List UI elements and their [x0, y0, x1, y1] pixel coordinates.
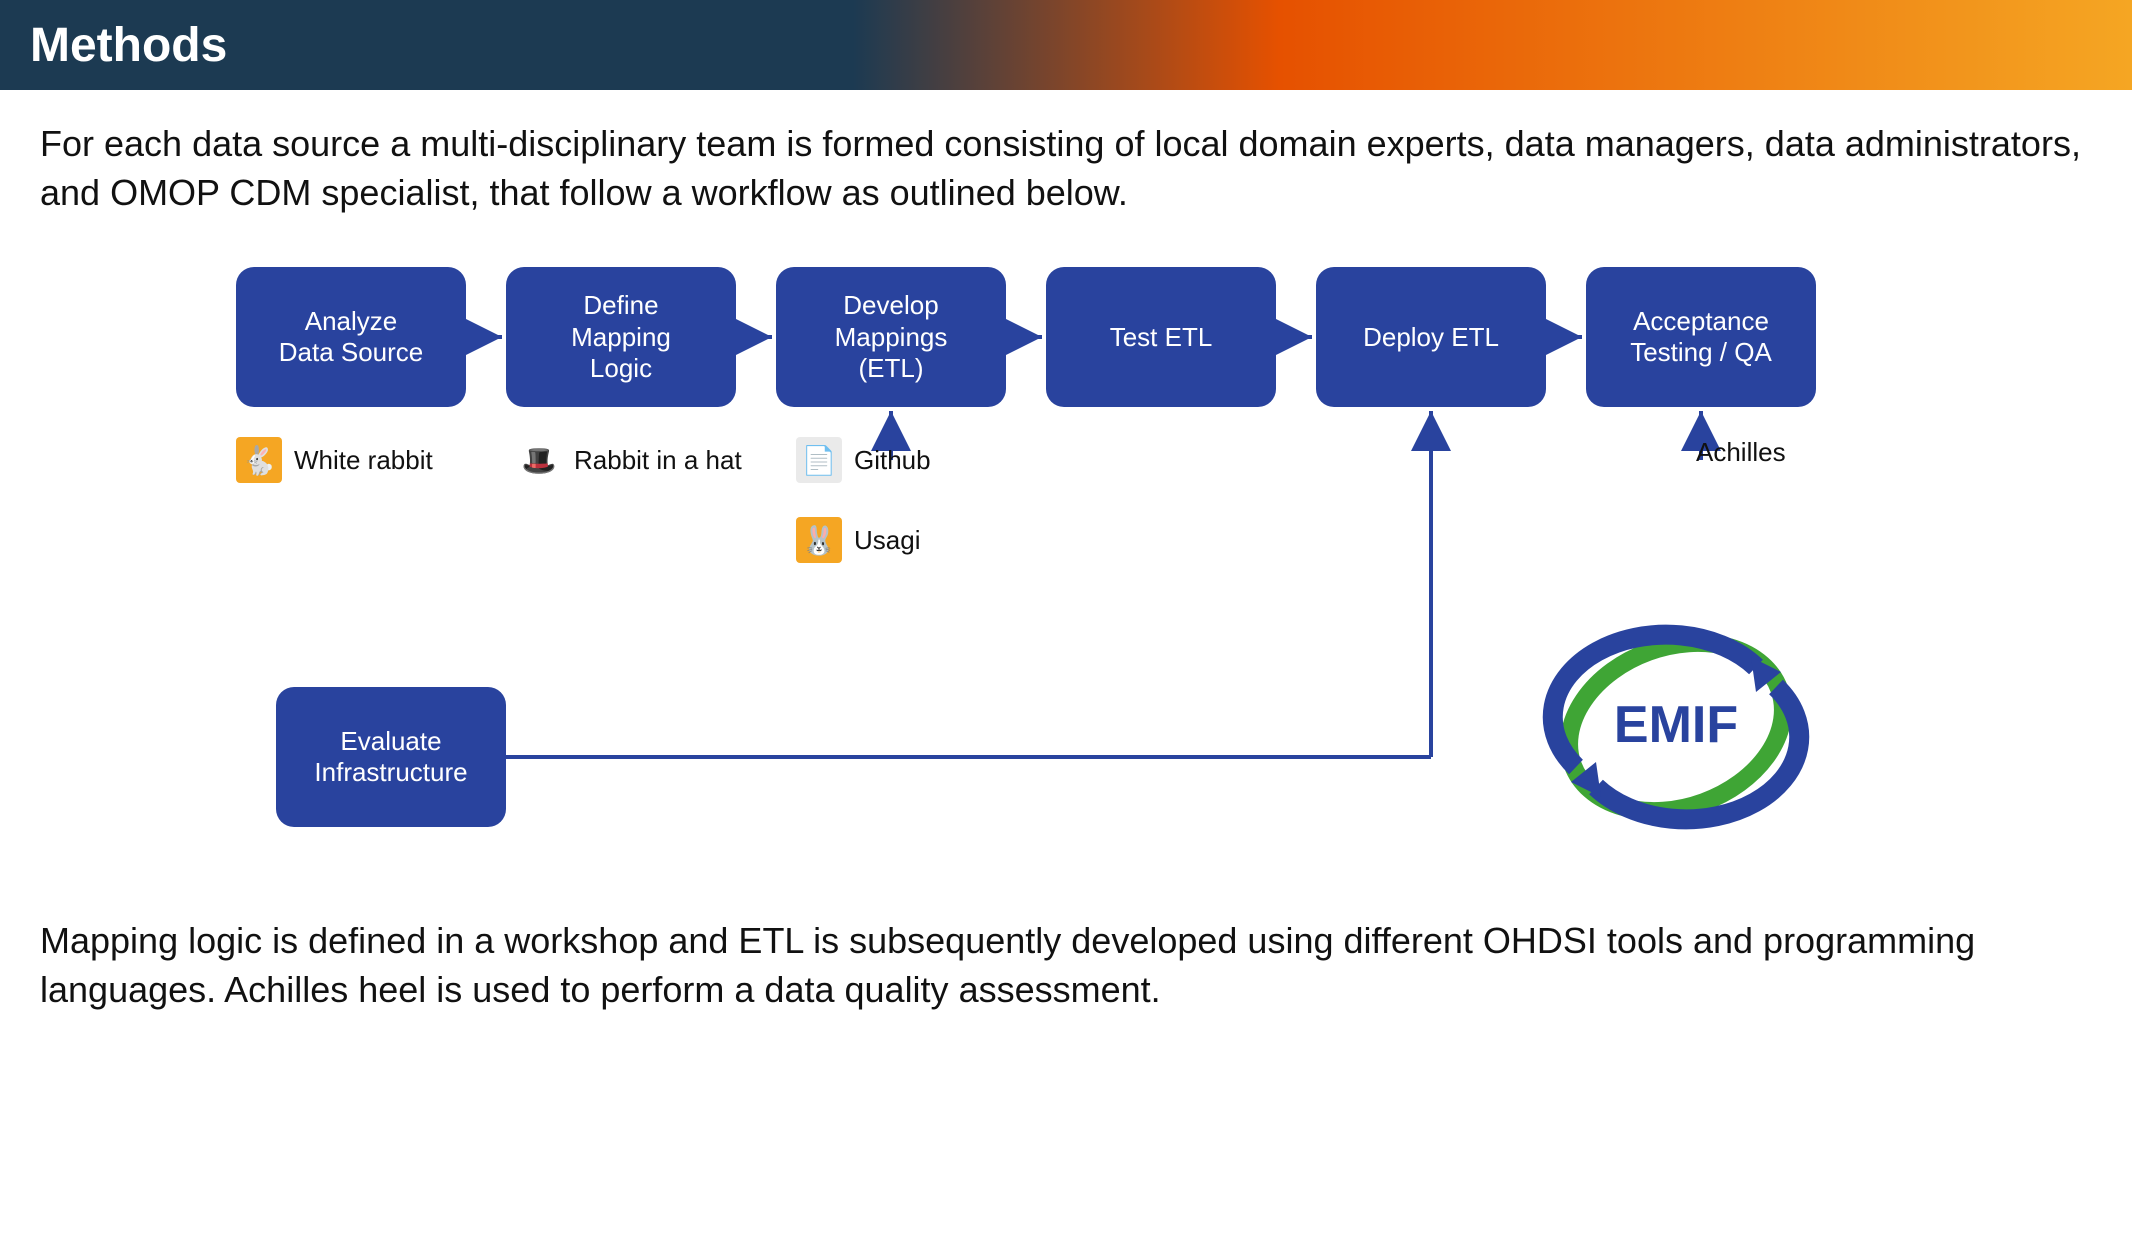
achilles-label: Achilles [1696, 437, 1786, 468]
flow-node-analyze: AnalyzeData Source [236, 267, 466, 407]
github-icon: 📄 [796, 437, 842, 483]
github-label: Github [854, 445, 931, 476]
usagi-label: Usagi [854, 525, 920, 556]
tool-whiterabbit: 🐇 White rabbit [236, 437, 433, 483]
tool-achilles: Achilles [1696, 437, 1786, 468]
rabbithat-label: Rabbit in a hat [574, 445, 742, 476]
flow-node-define: DefineMappingLogic [506, 267, 736, 407]
flow-node-accept: AcceptanceTesting / QA [1586, 267, 1816, 407]
flow-node-develop: DevelopMappings(ETL) [776, 267, 1006, 407]
outro-text: Mapping logic is defined in a workshop a… [40, 917, 2092, 1014]
rabbithat-icon: 🎩 [516, 437, 562, 483]
flow-node-deploy: Deploy ETL [1316, 267, 1546, 407]
whiterabbit-label: White rabbit [294, 445, 433, 476]
whiterabbit-icon: 🐇 [236, 437, 282, 483]
content-area: For each data source a multi-disciplinar… [0, 90, 2132, 1034]
flow-node-evaluate: EvaluateInfrastructure [276, 687, 506, 827]
usagi-icon: 🐰 [796, 517, 842, 563]
workflow-diagram: AnalyzeData Source DefineMappingLogic Deve… [76, 247, 2056, 897]
tool-rabbithat: 🎩 Rabbit in a hat [516, 437, 742, 483]
tool-usagi: 🐰 Usagi [796, 517, 920, 563]
intro-text: For each data source a multi-disciplinar… [40, 120, 2092, 217]
svg-text:EMIF: EMIF [1614, 696, 1738, 754]
flow-node-test: Test ETL [1046, 267, 1276, 407]
header-bar: Methods [0, 0, 2132, 90]
page-title: Methods [30, 18, 227, 73]
emif-logo: EMIF [1536, 617, 1816, 837]
tool-github: 📄 Github [796, 437, 931, 483]
